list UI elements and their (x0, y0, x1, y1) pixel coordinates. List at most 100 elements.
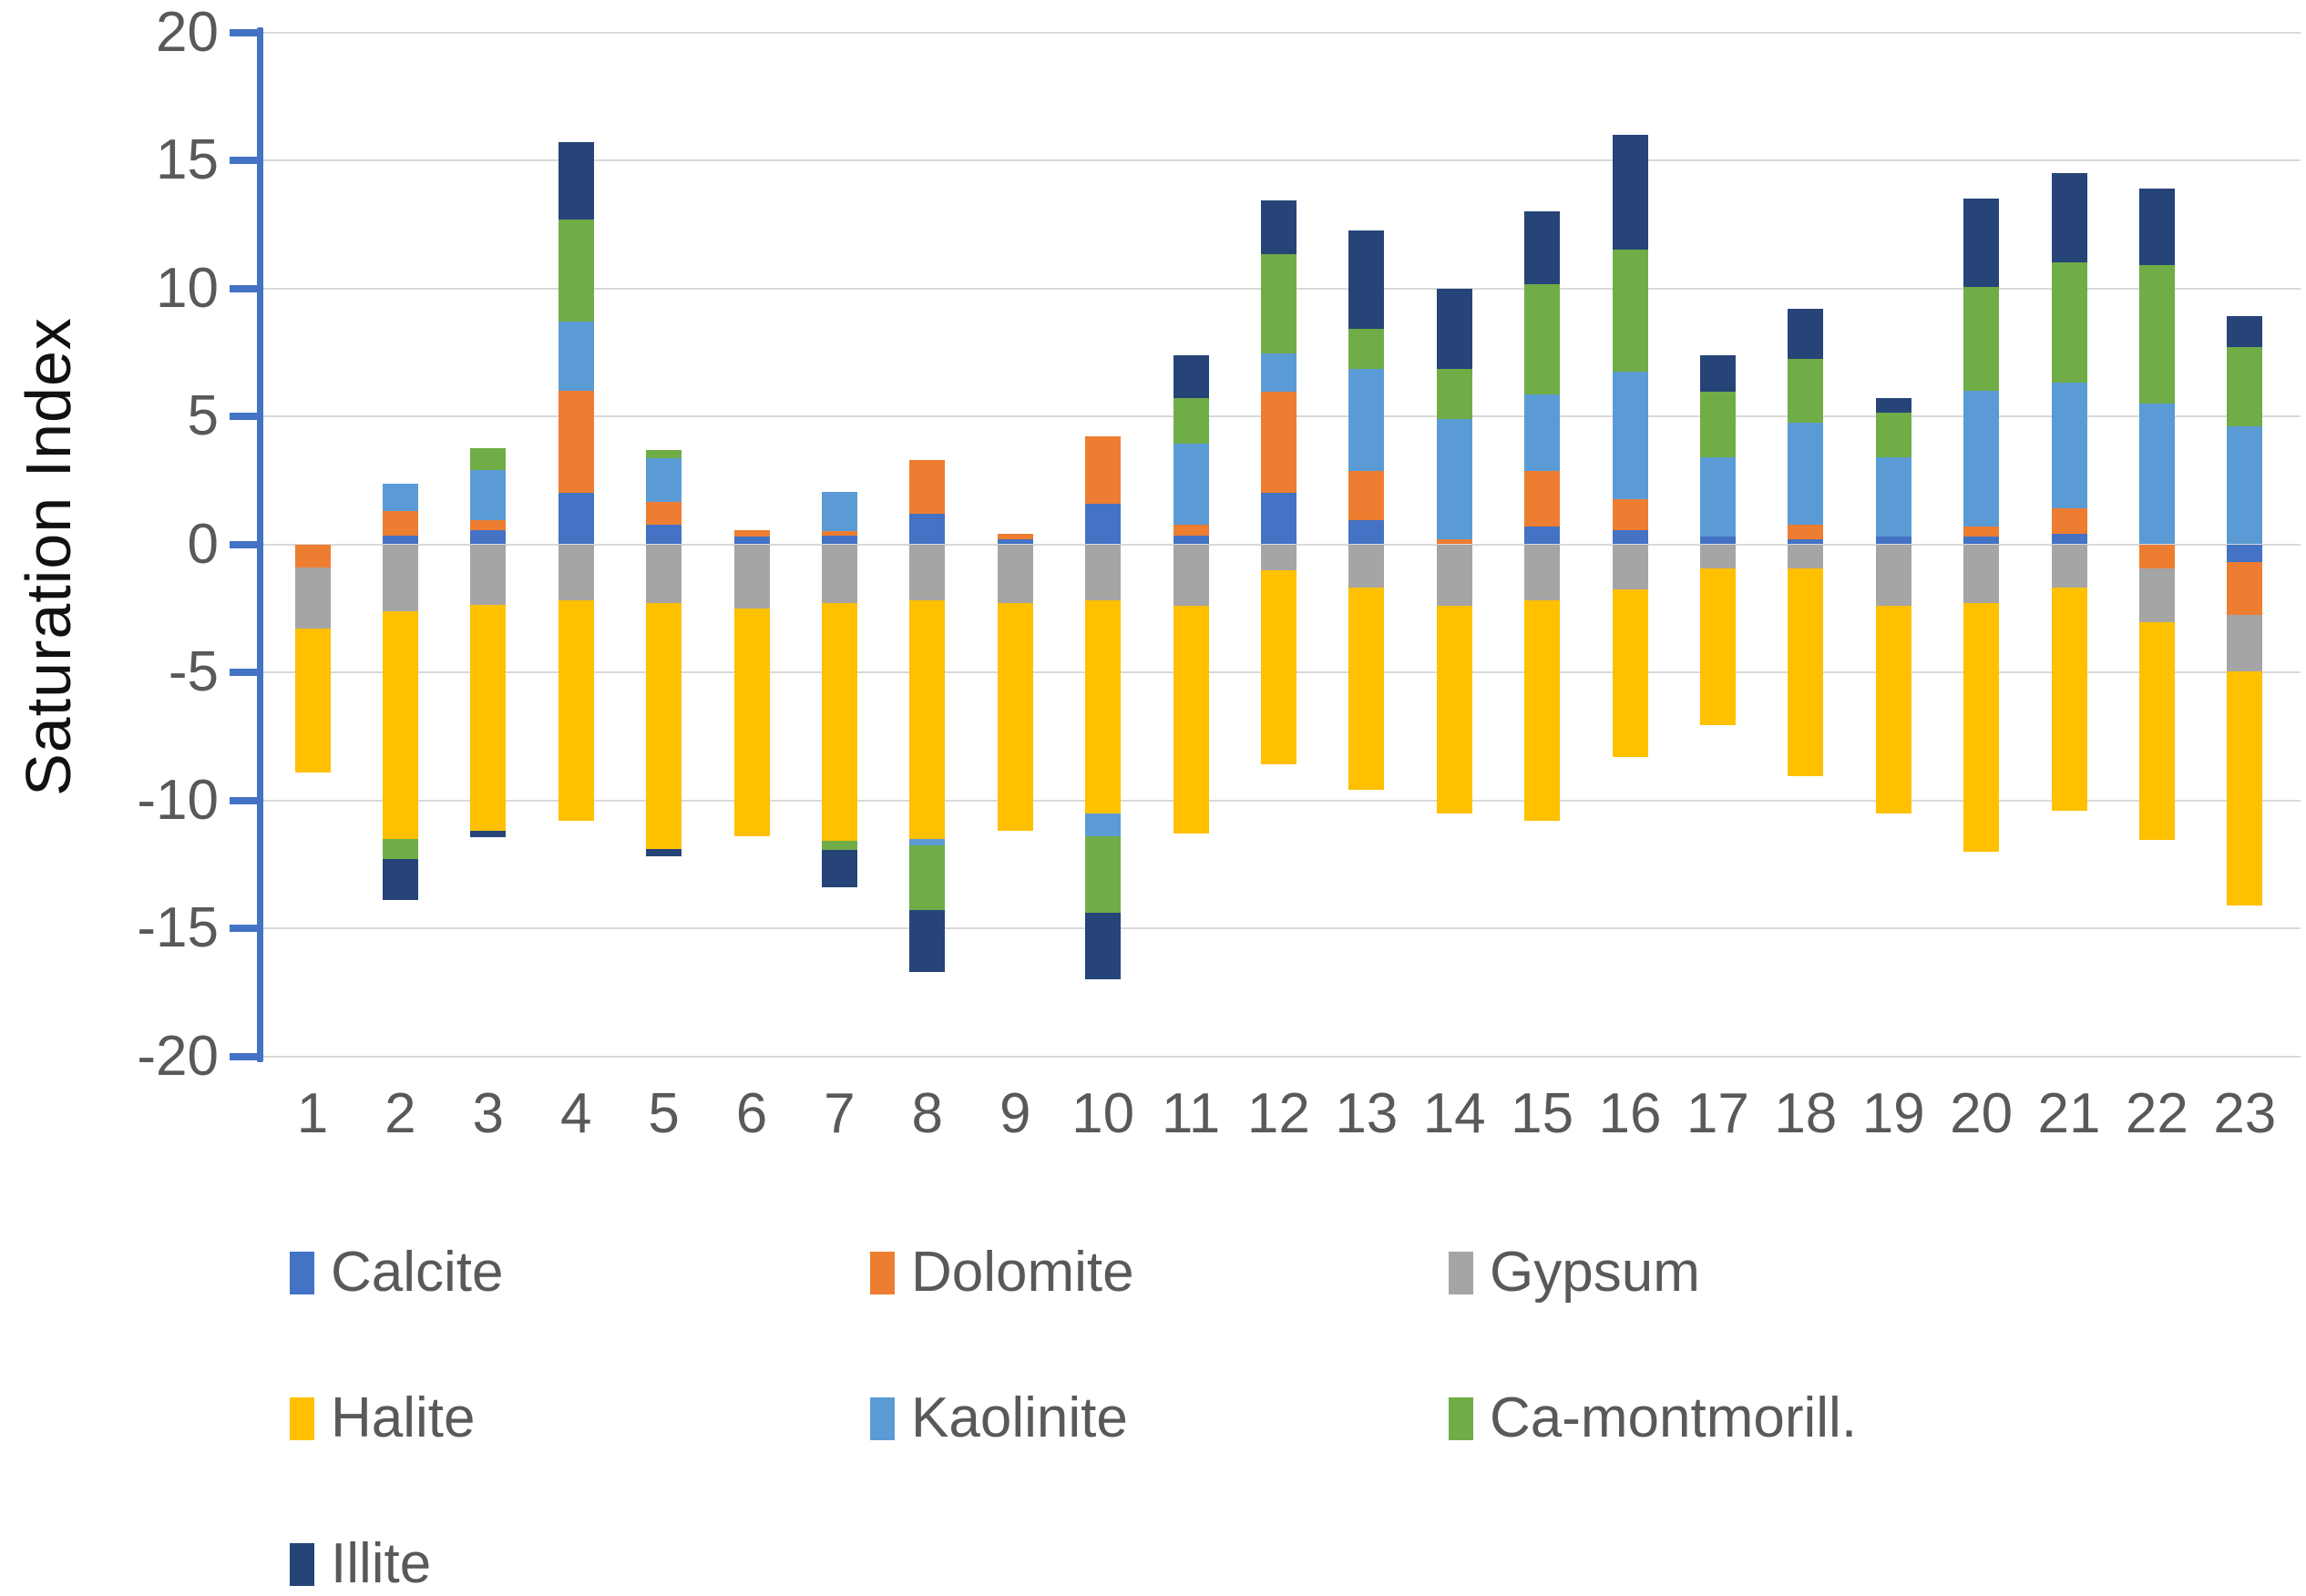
bar-segment-dolomite (1524, 471, 1561, 527)
legend-item-gypsum: Gypsum (1449, 1241, 1700, 1304)
bar-segment-kaolinite (1436, 418, 1472, 539)
bar-segment-calcite (558, 493, 594, 545)
bar-segment-gypsum (1436, 544, 1472, 606)
bar-segment-halite (1788, 568, 1824, 776)
bar-segment-calcite (470, 530, 507, 545)
bar-segment-dolomite (558, 390, 594, 494)
bar-segment-gypsum (470, 544, 507, 605)
x-tick-label: 9 (999, 1081, 1031, 1145)
bar-segment-illite (909, 910, 946, 972)
y-axis-tick (230, 796, 262, 804)
gridline (260, 159, 2301, 161)
bar-segment-calcite (1699, 537, 1736, 545)
bar-segment-halite (1173, 605, 1209, 834)
bar-segment-gypsum (1963, 544, 2000, 604)
bar-segment-halite (1963, 603, 2000, 852)
bar-segment-calcite (1963, 537, 2000, 545)
y-tick-label: 10 (156, 256, 219, 320)
bar-segment-halite (2227, 670, 2263, 905)
legend-swatch-icon (870, 1396, 895, 1440)
legend-swatch-icon (290, 1542, 314, 1586)
bar-segment-illite (821, 850, 857, 888)
bar-segment-illite (1612, 134, 1648, 251)
bar-segment-gypsum (1875, 544, 1911, 606)
bar-segment-kaolinite (2051, 383, 2087, 509)
bar-segment-halite (1085, 600, 1122, 813)
y-axis-tick (230, 540, 262, 548)
legend-item-halite: Halite (290, 1386, 476, 1450)
y-axis-tick (230, 669, 262, 676)
bar-segment-gypsum (2051, 544, 2087, 588)
legend-label: Calcite (331, 1241, 504, 1304)
bar-segment-gypsum (382, 544, 418, 611)
legend-item-calcite: Calcite (290, 1241, 504, 1304)
y-tick-label: 0 (187, 512, 219, 576)
bar-segment-illite (382, 859, 418, 901)
bar-segment-calcite (1612, 530, 1648, 545)
bar-segment-dolomite (646, 502, 682, 526)
x-tick-label: 6 (735, 1081, 768, 1145)
bar-segment-gypsum (1085, 544, 1122, 601)
bar-segment-dolomite (1085, 436, 1122, 504)
x-tick-label: 11 (1161, 1081, 1221, 1145)
gridline (260, 927, 2301, 929)
x-tick-label: 21 (2037, 1081, 2101, 1145)
bar-segment-halite (1612, 588, 1648, 757)
bar-segment-dolomite (997, 534, 1033, 539)
bar-segment-halite (1260, 569, 1296, 765)
bar-segment-gypsum (821, 544, 857, 604)
legend-item-illite: Illite (290, 1532, 431, 1596)
legend-swatch-icon (290, 1251, 314, 1294)
x-tick-label: 17 (1686, 1081, 1749, 1145)
bar-segment-dolomite (1788, 525, 1824, 539)
bar-segment-illite (470, 831, 507, 838)
bar-segment-halite (1699, 568, 1736, 725)
bar-segment-kaolinite (909, 838, 946, 845)
bar-segment-kaolinite (2227, 426, 2263, 545)
bar-segment-camontmorill (1524, 284, 1561, 395)
bar-segment-halite (1436, 605, 1472, 813)
bar-segment-illite (2051, 173, 2087, 263)
gridline (260, 799, 2301, 802)
bar-segment-kaolinite (1348, 369, 1385, 472)
bar-segment-camontmorill (1612, 250, 1648, 372)
bar-segment-kaolinite (382, 484, 418, 511)
bar-segment-camontmorill (558, 219, 594, 322)
bar-segment-kaolinite (1173, 443, 1209, 526)
bar-segment-gypsum (997, 544, 1033, 604)
bar-segment-halite (1348, 588, 1385, 791)
bar-segment-illite (1524, 211, 1561, 285)
bar-segment-dolomite (1348, 471, 1385, 520)
legend-swatch-icon (1449, 1251, 1473, 1294)
x-tick-label: 14 (1422, 1081, 1486, 1145)
gridline (260, 1055, 2301, 1058)
legend-label: Illite (331, 1532, 432, 1595)
legend-item-dolomite: Dolomite (870, 1241, 1134, 1304)
x-tick-label: 2 (384, 1081, 416, 1145)
bar-segment-gypsum (1348, 544, 1385, 588)
bar-segment-halite (382, 610, 418, 839)
y-axis-tick (230, 157, 262, 164)
bar-segment-kaolinite (1260, 353, 1296, 393)
bar-segment-camontmorill (2138, 265, 2175, 404)
bar-segment-gypsum (909, 544, 946, 601)
gridline (260, 31, 2301, 34)
bar-segment-calcite (1524, 526, 1561, 545)
bar-segment-illite (1963, 199, 2000, 288)
y-axis-tick (230, 284, 262, 292)
x-tick-label: 5 (648, 1081, 680, 1145)
bar-segment-calcite (1788, 538, 1824, 545)
y-axis-tick (230, 1052, 262, 1060)
y-tick-label: 15 (156, 128, 219, 191)
bar-segment-gypsum (2138, 568, 2175, 623)
bar-segment-dolomite (294, 544, 331, 568)
x-tick-label: 18 (1774, 1081, 1838, 1145)
bar-segment-dolomite (821, 531, 857, 536)
bar-segment-gypsum (294, 567, 331, 629)
bar-segment-kaolinite (558, 322, 594, 391)
bar-segment-gypsum (1612, 544, 1648, 589)
x-tick-label: 1 (296, 1081, 329, 1145)
bar-segment-calcite (997, 538, 1033, 545)
bar-segment-illite (1788, 308, 1824, 359)
